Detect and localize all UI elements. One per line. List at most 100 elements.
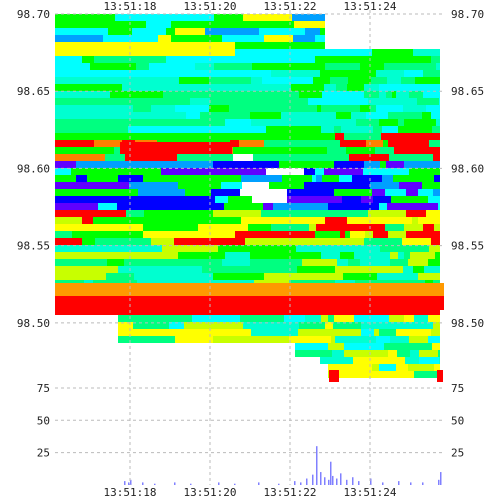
volume-bar: [174, 482, 176, 485]
heatmap-cell: [348, 364, 357, 371]
heatmap-cell: [374, 329, 379, 336]
heatmap-cell: [426, 210, 440, 217]
heatmap-cell: [163, 266, 202, 273]
heatmap-cell: [434, 175, 440, 182]
heatmap-cell: [400, 133, 408, 140]
heatmap-cell: [322, 91, 332, 98]
heatmap-cell: [376, 210, 390, 217]
heatmap-cell: [323, 42, 325, 49]
heatmap-cell: [55, 42, 235, 56]
heatmap-cell: [396, 91, 409, 98]
heatmap-cell: [426, 252, 435, 259]
heatmap-cell: [292, 147, 303, 154]
volume-bar: [398, 481, 400, 485]
heatmap-cell: [396, 49, 413, 56]
heatmap-cell: [365, 217, 381, 224]
heatmap-cell: [145, 336, 175, 343]
heatmap-cell: [390, 336, 397, 343]
heatmap-cell: [130, 21, 146, 28]
heatmap-cell: [214, 14, 243, 21]
heatmap-cell: [118, 329, 170, 336]
heatmap-cell: [241, 217, 293, 224]
volume-bar: [320, 472, 322, 485]
heatmap-cell: [349, 154, 357, 161]
heatmap-cell: [333, 357, 341, 364]
heatmap-cell: [433, 189, 440, 196]
heatmap-cell: [325, 217, 343, 224]
heatmap-cell: [383, 140, 388, 147]
heatmap-cell: [205, 84, 219, 91]
heatmap-cell: [337, 203, 356, 210]
heatmap-cell: [222, 35, 251, 42]
heatmap-cell: [118, 266, 163, 273]
heatmap-cell: [94, 56, 109, 63]
heatmap-cell: [319, 168, 324, 175]
heatmap-cell: [365, 231, 373, 238]
heatmap-cell: [328, 343, 344, 350]
heatmap-cell: [225, 119, 251, 126]
heatmap-cell: [418, 105, 426, 112]
heatmap-cell: [439, 98, 440, 105]
heatmap-cell: [135, 217, 144, 224]
heatmap-cell: [293, 224, 302, 231]
heatmap-cell: [207, 56, 246, 63]
heatmap-cell: [372, 119, 379, 126]
heatmap-cell: [55, 168, 71, 175]
heatmap-cell: [243, 322, 290, 329]
heatmap-cell: [379, 364, 396, 371]
volume-bar: [154, 483, 156, 485]
heatmap-cell: [273, 203, 328, 210]
heatmap-cell: [368, 98, 378, 105]
volume-bar: [346, 479, 348, 485]
heatmap-cell: [210, 98, 266, 105]
volume-tick-label-left: 25: [37, 447, 50, 460]
heatmap-cell: [124, 224, 143, 231]
heatmap-cell: [382, 112, 388, 119]
heatmap-cell: [55, 296, 444, 310]
heatmap-cell: [439, 343, 440, 350]
heatmap-cell: [169, 322, 184, 329]
heatmap-cell: [401, 140, 411, 147]
heatmap-cell: [299, 91, 322, 98]
heatmap-cell: [202, 273, 213, 280]
heatmap-cell: [348, 140, 355, 147]
heatmap-cell: [372, 322, 380, 329]
heatmap-cell: [124, 259, 138, 266]
volume-tick-label-right: 75: [451, 382, 464, 395]
heatmap-cell: [174, 238, 219, 245]
heatmap-cell: [404, 196, 412, 203]
heatmap-cell: [213, 210, 222, 217]
heatmap-cell: [177, 154, 191, 161]
heatmap-cell: [284, 308, 316, 315]
heatmap-cell: [427, 84, 433, 91]
heatmap-cell: [411, 175, 419, 182]
heatmap-cell: [406, 189, 418, 196]
heatmap-cell: [409, 168, 428, 175]
heatmap-cell: [285, 238, 342, 245]
heatmap-cell: [235, 231, 269, 238]
heatmap-cell: [315, 56, 334, 63]
heatmap-cell: [146, 21, 171, 28]
heatmap-cell: [120, 142, 232, 154]
heatmap-cell: [348, 259, 360, 266]
heatmap-cell: [295, 350, 327, 357]
heatmap-cell: [354, 224, 369, 231]
heatmap-cell: [321, 252, 329, 259]
heatmap-cell: [228, 196, 252, 203]
volume-bar: [440, 472, 442, 485]
heatmap-cell: [55, 175, 76, 182]
heatmap-cell: [315, 252, 321, 259]
heatmap-cell: [389, 315, 399, 322]
heatmap-cell: [71, 168, 81, 175]
heatmap-cell: [433, 154, 439, 161]
heatmap-cell: [334, 189, 351, 196]
heatmap-cell: [240, 91, 285, 98]
heatmap-cell: [435, 140, 440, 147]
heatmap-cell: [143, 231, 186, 238]
heatmap-cell: [269, 49, 326, 56]
heatmap-cell: [388, 231, 406, 238]
heatmap-cell: [320, 70, 327, 77]
heatmap-cell: [245, 238, 285, 245]
heatmap-cell: [263, 203, 273, 210]
heatmap-cell: [388, 140, 401, 147]
